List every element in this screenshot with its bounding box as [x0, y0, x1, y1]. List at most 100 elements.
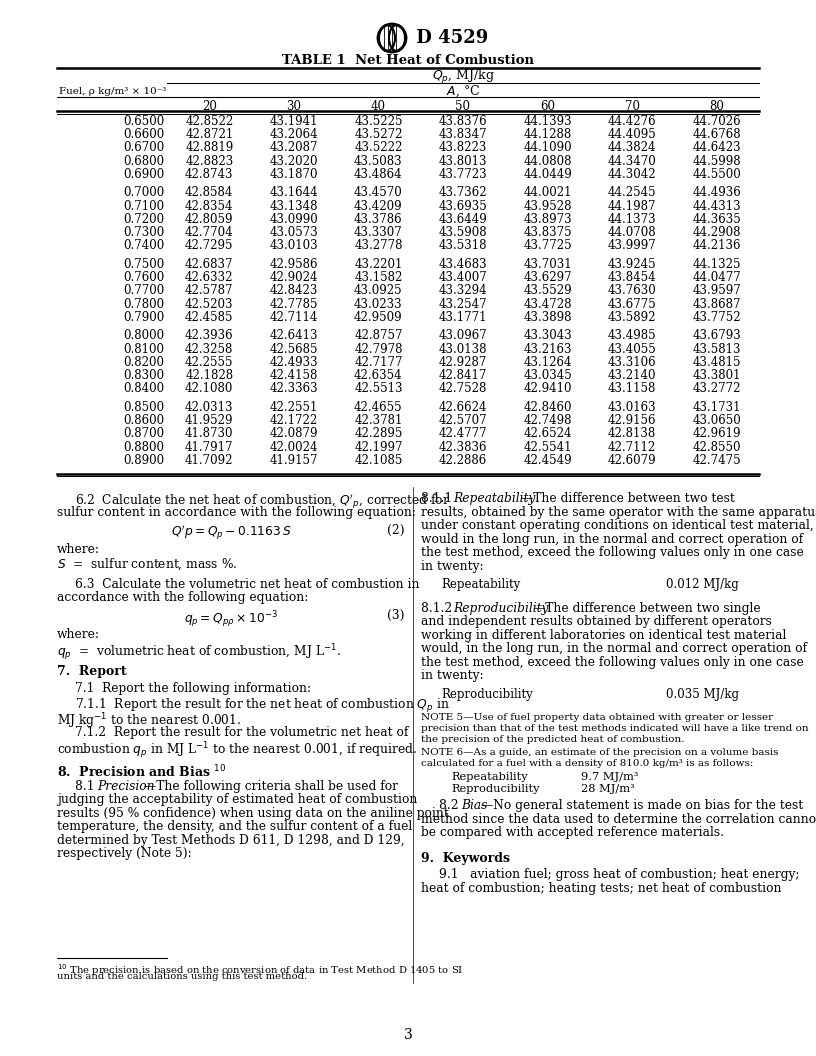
Text: 42.3936: 42.3936: [185, 329, 233, 342]
Text: 42.9509: 42.9509: [354, 310, 403, 324]
Text: 7.  Report: 7. Report: [57, 665, 126, 679]
Text: 0.012 MJ/kg: 0.012 MJ/kg: [666, 579, 739, 591]
Text: 0.7200: 0.7200: [123, 213, 164, 226]
Text: 44.1090: 44.1090: [523, 142, 572, 154]
Text: 42.7528: 42.7528: [439, 382, 487, 395]
Text: 0.7300: 0.7300: [122, 226, 164, 239]
Text: 43.0925: 43.0925: [354, 284, 403, 298]
Text: 43.2064: 43.2064: [269, 128, 318, 142]
Text: 70: 70: [624, 99, 640, 113]
Text: 42.5787: 42.5787: [185, 284, 233, 298]
Text: 42.4549: 42.4549: [523, 454, 572, 467]
Text: 41.9529: 41.9529: [185, 414, 233, 428]
Text: 43.9528: 43.9528: [523, 200, 572, 212]
Text: Repeatability: Repeatability: [453, 492, 535, 506]
Text: 43.2772: 43.2772: [693, 382, 741, 395]
Text: 42.1080: 42.1080: [185, 382, 233, 395]
Text: results, obtained by the same operator with the same apparatus: results, obtained by the same operator w…: [421, 506, 816, 518]
Text: 43.9597: 43.9597: [692, 284, 741, 298]
Text: Reproducibility: Reproducibility: [453, 602, 548, 615]
Text: 41.7092: 41.7092: [185, 454, 233, 467]
Text: working in different laboratories on identical test material: working in different laboratories on ide…: [421, 629, 787, 642]
Text: 42.4585: 42.4585: [185, 310, 233, 324]
Text: 43.2140: 43.2140: [608, 370, 656, 382]
Text: 43.0967: 43.0967: [439, 329, 487, 342]
Text: 42.5541: 42.5541: [523, 440, 572, 454]
Text: 43.1348: 43.1348: [269, 200, 318, 212]
Text: 43.3043: 43.3043: [523, 329, 572, 342]
Text: 42.5203: 42.5203: [185, 298, 233, 310]
Text: 44.0021: 44.0021: [523, 187, 572, 200]
Text: results (95 % confidence) when using data on the aniline point: results (95 % confidence) when using dat…: [57, 807, 449, 821]
Text: 44.4313: 44.4313: [693, 200, 741, 212]
Text: 43.3898: 43.3898: [523, 310, 572, 324]
Text: 44.5500: 44.5500: [692, 168, 741, 181]
Text: 43.8973: 43.8973: [523, 213, 572, 226]
Text: 43.8376: 43.8376: [439, 115, 487, 128]
Text: 44.2545: 44.2545: [608, 187, 656, 200]
Text: 0.7000: 0.7000: [122, 187, 164, 200]
Text: 43.1264: 43.1264: [523, 356, 572, 369]
Text: 44.3042: 44.3042: [608, 168, 656, 181]
Text: 43.9997: 43.9997: [608, 240, 657, 252]
Text: 43.6775: 43.6775: [608, 298, 657, 310]
Text: 41.9157: 41.9157: [269, 454, 318, 467]
Text: 80: 80: [709, 99, 724, 113]
Text: 42.3836: 42.3836: [439, 440, 487, 454]
Text: in twenty:: in twenty:: [421, 670, 484, 682]
Text: 43.0650: 43.0650: [692, 414, 741, 428]
Text: Reproducibility: Reproducibility: [451, 785, 539, 794]
Text: 43.1870: 43.1870: [269, 168, 318, 181]
Text: 42.9619: 42.9619: [693, 428, 741, 440]
Text: $S$  =  sulfur content, mass %.: $S$ = sulfur content, mass %.: [57, 557, 237, 572]
Text: and independent results obtained by different operators: and independent results obtained by diff…: [421, 616, 772, 628]
Text: 42.0024: 42.0024: [269, 440, 318, 454]
Text: 43.5813: 43.5813: [693, 343, 741, 356]
Text: 43.6935: 43.6935: [439, 200, 487, 212]
Text: 42.6354: 42.6354: [354, 370, 403, 382]
Text: TABLE 1  Net Heat of Combustion: TABLE 1 Net Heat of Combustion: [282, 54, 534, 67]
Text: 43.0990: 43.0990: [269, 213, 318, 226]
Text: temperature, the density, and the sulfur content of a fuel: temperature, the density, and the sulfur…: [57, 821, 412, 833]
Text: units and the calculations using this test method.: units and the calculations using this te…: [57, 972, 307, 981]
Text: 43.7630: 43.7630: [608, 284, 657, 298]
Text: 44.1325: 44.1325: [693, 258, 741, 271]
Text: —The difference between two single: —The difference between two single: [533, 602, 761, 615]
Text: 42.5685: 42.5685: [269, 343, 318, 356]
Text: 44.4095: 44.4095: [608, 128, 657, 142]
Text: 43.3106: 43.3106: [608, 356, 656, 369]
Text: 7.1.1  Report the result for the net heat of combustion $Q_p$ in: 7.1.1 Report the result for the net heat…: [75, 698, 450, 716]
Text: the test method, exceed the following values only in one case: the test method, exceed the following va…: [421, 656, 804, 670]
Text: 43.3786: 43.3786: [354, 213, 403, 226]
Text: judging the acceptability of estimated heat of combustion: judging the acceptability of estimated h…: [57, 793, 417, 807]
Text: 0.7900: 0.7900: [122, 310, 164, 324]
Text: 43.7723: 43.7723: [439, 168, 487, 181]
Text: 43.0103: 43.0103: [269, 240, 318, 252]
Text: 44.0708: 44.0708: [608, 226, 656, 239]
Text: Reproducibility: Reproducibility: [441, 689, 533, 701]
Text: 42.8138: 42.8138: [608, 428, 656, 440]
Text: the precision of the predicted heat of combustion.: the precision of the predicted heat of c…: [421, 735, 685, 744]
Text: 0.8100: 0.8100: [123, 343, 164, 356]
Text: 50: 50: [455, 99, 471, 113]
Text: 43.7725: 43.7725: [523, 240, 572, 252]
Text: 42.8059: 42.8059: [185, 213, 233, 226]
Text: $Q_p$, MJ/kg: $Q_p$, MJ/kg: [432, 68, 494, 86]
Text: 42.7114: 42.7114: [269, 310, 318, 324]
Text: 42.2555: 42.2555: [185, 356, 233, 369]
Text: 43.8454: 43.8454: [608, 271, 656, 284]
Text: 7.1  Report the following information:: 7.1 Report the following information:: [75, 682, 311, 695]
Text: 44.2136: 44.2136: [693, 240, 741, 252]
Text: 43.5892: 43.5892: [608, 310, 656, 324]
Text: 44.7026: 44.7026: [693, 115, 741, 128]
Text: 0.7800: 0.7800: [123, 298, 164, 310]
Text: 42.9287: 42.9287: [439, 356, 487, 369]
Text: 43.4815: 43.4815: [693, 356, 741, 369]
Text: 43.5225: 43.5225: [354, 115, 402, 128]
Text: method since the data used to determine the correlation cannot: method since the data used to determine …: [421, 813, 816, 826]
Text: 42.7978: 42.7978: [354, 343, 402, 356]
Text: 43.1941: 43.1941: [269, 115, 318, 128]
Text: NOTE 5—Use of fuel property data obtained with greater or lesser: NOTE 5—Use of fuel property data obtaine…: [421, 714, 773, 722]
Text: 42.8823: 42.8823: [185, 154, 233, 168]
Text: 0.6900: 0.6900: [122, 168, 164, 181]
